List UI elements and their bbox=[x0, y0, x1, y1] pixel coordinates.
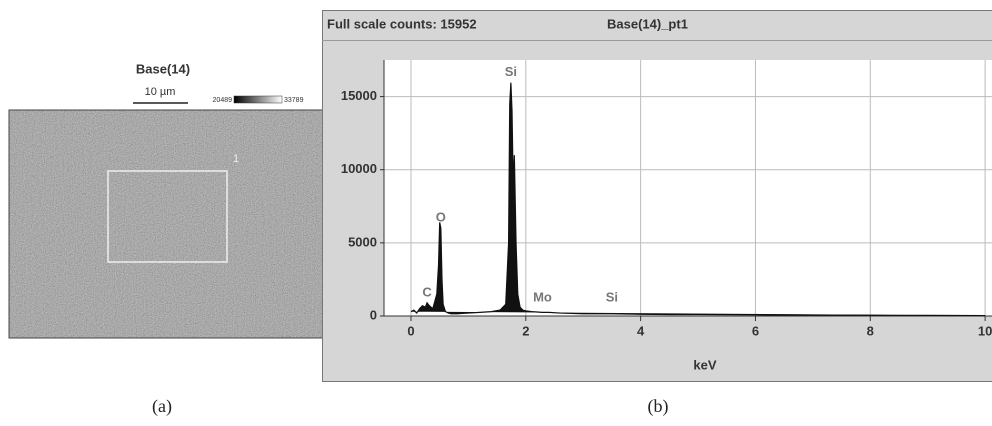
x-tick-label: 8 bbox=[867, 323, 874, 338]
region-label: 1 bbox=[233, 153, 239, 165]
analysis-region bbox=[107, 170, 228, 263]
gray-min: 20489 bbox=[213, 97, 233, 104]
x-tick-label: 2 bbox=[522, 323, 529, 338]
x-tick-label: 6 bbox=[752, 323, 759, 338]
x-tick-label: 0 bbox=[407, 323, 414, 338]
spectrum bbox=[410, 82, 986, 317]
caption: (a) bbox=[152, 396, 172, 417]
peak-label: Si bbox=[606, 289, 618, 304]
caption: (b) bbox=[648, 396, 669, 417]
image-title: Base(14) bbox=[136, 61, 190, 76]
y-tick-label: 10000 bbox=[341, 161, 377, 176]
y-tick-label: 0 bbox=[370, 307, 377, 322]
chart-subtitle: Base(14)_pt1 bbox=[607, 16, 688, 31]
chart-title: Full scale counts: 15952 bbox=[327, 16, 477, 31]
y-tick-label: 15000 bbox=[341, 88, 377, 103]
x-tick-label: 10 bbox=[978, 323, 992, 338]
scale-bar-label: 10 µm bbox=[145, 86, 176, 98]
x-axis-label: keV bbox=[693, 357, 716, 372]
peak-label: O bbox=[436, 210, 446, 225]
plot-area bbox=[384, 60, 992, 316]
x-tick-label: 4 bbox=[637, 323, 645, 338]
peak-label: C bbox=[422, 284, 432, 299]
peak-label: Mo bbox=[533, 289, 552, 304]
gray-scale bbox=[233, 95, 283, 104]
gray-max: 33789 bbox=[284, 97, 304, 104]
y-tick-label: 5000 bbox=[348, 234, 377, 249]
peak-label: Si bbox=[505, 64, 517, 79]
